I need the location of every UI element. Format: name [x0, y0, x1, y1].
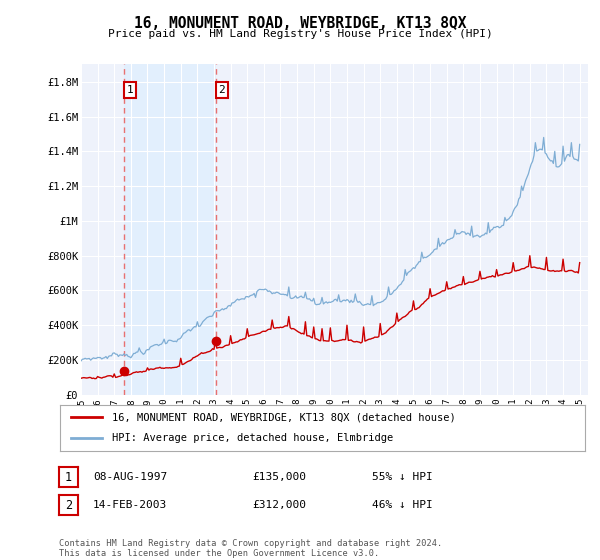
Text: 46% ↓ HPI: 46% ↓ HPI — [372, 500, 433, 510]
Text: £135,000: £135,000 — [252, 472, 306, 482]
Text: 16, MONUMENT ROAD, WEYBRIDGE, KT13 8QX: 16, MONUMENT ROAD, WEYBRIDGE, KT13 8QX — [134, 16, 466, 31]
Text: 1: 1 — [127, 85, 133, 95]
Text: £312,000: £312,000 — [252, 500, 306, 510]
Text: 1: 1 — [65, 470, 72, 484]
Text: 2: 2 — [65, 498, 72, 512]
Text: 08-AUG-1997: 08-AUG-1997 — [93, 472, 167, 482]
Text: Price paid vs. HM Land Registry's House Price Index (HPI): Price paid vs. HM Land Registry's House … — [107, 29, 493, 39]
Text: Contains HM Land Registry data © Crown copyright and database right 2024.
This d: Contains HM Land Registry data © Crown c… — [59, 539, 442, 558]
Text: 2: 2 — [218, 85, 225, 95]
Text: 16, MONUMENT ROAD, WEYBRIDGE, KT13 8QX (detached house): 16, MONUMENT ROAD, WEYBRIDGE, KT13 8QX (… — [113, 412, 456, 422]
Text: 55% ↓ HPI: 55% ↓ HPI — [372, 472, 433, 482]
Text: HPI: Average price, detached house, Elmbridge: HPI: Average price, detached house, Elmb… — [113, 433, 394, 444]
Text: 14-FEB-2003: 14-FEB-2003 — [93, 500, 167, 510]
Bar — [124, 64, 216, 395]
